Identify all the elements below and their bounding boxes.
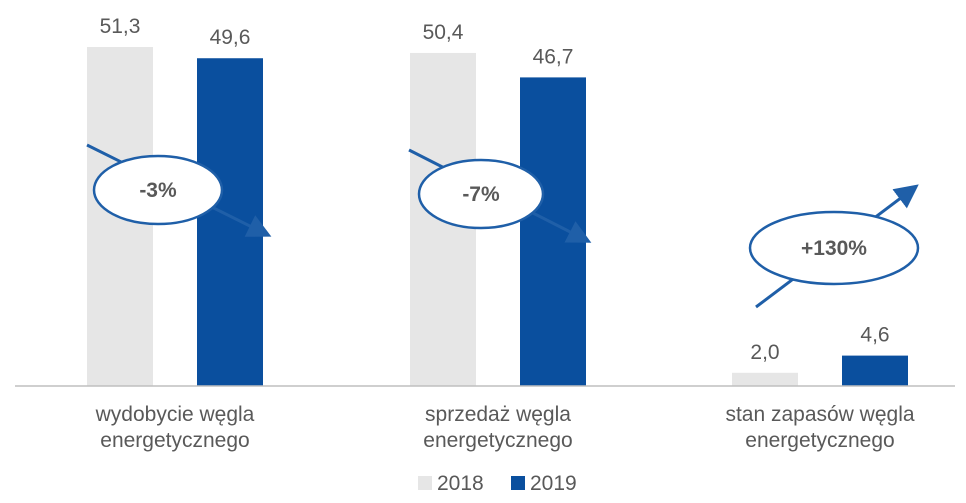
category-label-1-line-2: energetycznego — [100, 429, 249, 452]
legend-label-2018: 2018 — [437, 472, 484, 495]
bar-2018-3 — [732, 372, 798, 386]
category-label-2-line-1: sprzedaż węgla — [425, 403, 571, 426]
bar-2019-3 — [842, 355, 908, 386]
category-label-1-line-1: wydobycie węgla — [95, 403, 255, 426]
bar-2019-1 — [197, 58, 263, 386]
change-label-1: -3% — [139, 179, 177, 202]
legend-swatch-2018 — [418, 476, 432, 490]
data-label-2019-2: 46,7 — [533, 45, 574, 68]
change-ellipse-2 — [417, 158, 545, 230]
bar-2019-2 — [520, 77, 586, 387]
legend-label-2019: 2019 — [530, 472, 577, 495]
data-label-2019-1: 49,6 — [210, 26, 251, 49]
data-label-2019-3: 4,6 — [860, 324, 889, 347]
category-label-3-line-1: stan zapasów węgla — [725, 403, 914, 426]
change-label-3: +130% — [801, 237, 867, 260]
category-label-2-line-2: energetycznego — [423, 429, 572, 452]
legend-swatch-2019 — [511, 476, 525, 490]
data-label-2018-3: 2,0 — [750, 341, 779, 364]
category-label-3-line-2: energetycznego — [745, 429, 894, 452]
change-ellipse-1 — [92, 154, 224, 226]
data-label-2018-2: 50,4 — [423, 21, 464, 44]
data-label-2018-1: 51,3 — [100, 15, 141, 38]
change-ellipse-3 — [748, 210, 920, 286]
change-label-2: -7% — [462, 183, 500, 206]
